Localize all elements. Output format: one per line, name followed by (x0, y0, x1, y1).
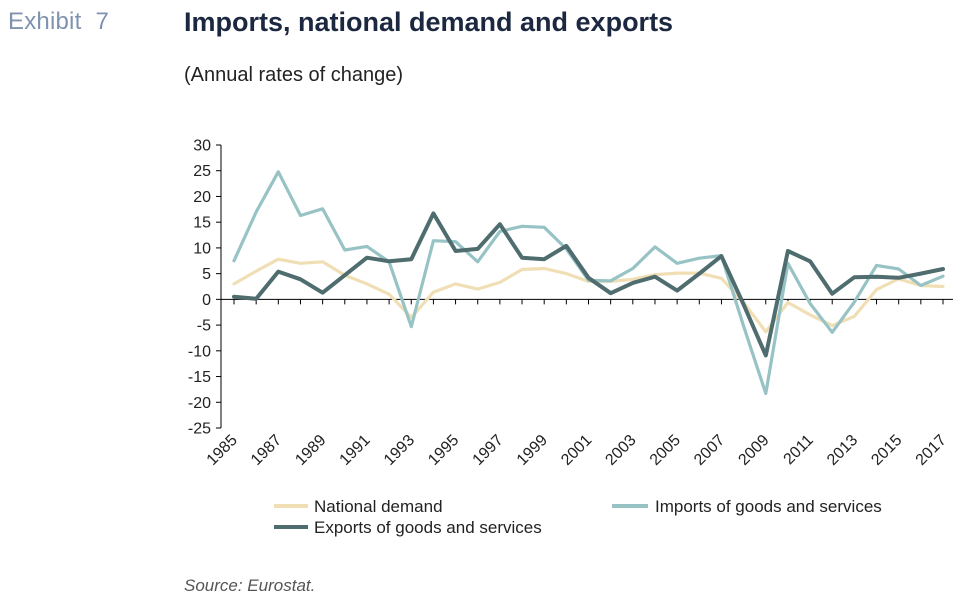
x-tick-label: 1987 (248, 432, 285, 469)
x-tick-label: 2011 (781, 432, 817, 468)
series-line-imports (232, 170, 945, 396)
y-tick-label: 15 (193, 215, 211, 232)
y-tick-label: -25 (188, 421, 211, 438)
x-tick-label: 1995 (425, 432, 462, 469)
x-tick-label: 2017 (913, 432, 950, 469)
chart-subtitle: (Annual rates of change) (184, 64, 404, 86)
source-note: Source: Eurostat. (184, 576, 316, 595)
legend-label-exports: Exports of goods and services (314, 518, 542, 537)
y-tick-label: -5 (197, 318, 211, 335)
y-tick-label: 30 (193, 138, 211, 155)
legend-label-imports: Imports of goods and services (655, 497, 882, 516)
exhibit-label: Exhibit 7 (8, 8, 109, 36)
y-tick-label: 25 (193, 163, 211, 180)
legend-label-national_demand: National demand (314, 497, 443, 516)
y-tick-label: -20 (188, 395, 211, 412)
chart-title: Imports, national demand and exports (184, 7, 674, 37)
exhibit-word: Exhibit (8, 8, 82, 35)
x-tick-label: 2007 (691, 432, 728, 469)
x-tick-label: 2009 (735, 432, 772, 469)
x-tick-label: 1997 (470, 432, 507, 469)
y-tick-label: -10 (188, 343, 211, 360)
y-tick-label: 20 (193, 189, 211, 206)
series-line-exports (232, 211, 945, 358)
y-tick-label: 5 (202, 266, 211, 283)
y-tick-label: 10 (193, 240, 211, 257)
x-tick-label: 2001 (558, 432, 595, 469)
x-tick-label: 2003 (602, 432, 639, 469)
exhibit-number: 7 (95, 8, 109, 35)
x-tick-label: 2015 (868, 432, 905, 469)
x-tick-label: 2013 (824, 432, 861, 469)
series-line-national_demand (232, 257, 945, 334)
x-tick-label: 1991 (337, 432, 374, 469)
x-tick-label: 1999 (514, 432, 551, 469)
x-tick-label: 2005 (647, 432, 684, 469)
y-tick-label: -15 (188, 369, 211, 386)
x-tick-label: 1989 (292, 432, 329, 469)
y-tick-label: 0 (202, 292, 211, 309)
x-tick-label: 1993 (381, 432, 418, 469)
